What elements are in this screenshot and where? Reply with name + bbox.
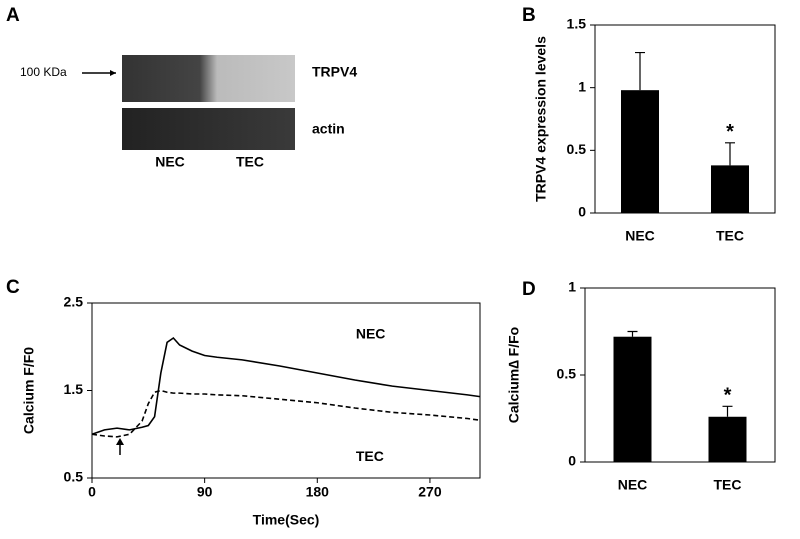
x-tick-label: 0 bbox=[88, 484, 96, 500]
y-tick-label: 0 bbox=[578, 204, 586, 220]
y-axis-label: Calcium∆ F/Fo bbox=[506, 327, 522, 423]
bar bbox=[613, 336, 652, 462]
y-tick-label: 1.5 bbox=[567, 16, 587, 32]
error-bar bbox=[635, 51, 645, 91]
band-label: TRPV4 bbox=[312, 64, 357, 80]
plot-frame bbox=[594, 24, 776, 214]
x-tick-label: NEC bbox=[618, 477, 648, 493]
y-tick-label: 2.5 bbox=[64, 294, 84, 310]
x-axis-label: Time(Sec) bbox=[253, 512, 320, 528]
y-tick-label: 1.5 bbox=[64, 381, 84, 397]
y-tick-label: 0.5 bbox=[567, 141, 587, 157]
y-axis-label: TRPV4 expression levels bbox=[533, 36, 549, 202]
error-bar bbox=[722, 405, 733, 417]
annotation: * bbox=[724, 385, 732, 407]
y-tick-label: 1 bbox=[578, 78, 586, 94]
y-tick-label: 0.5 bbox=[64, 469, 84, 485]
x-tick-label: 270 bbox=[418, 484, 442, 500]
stimulus-arrow bbox=[116, 438, 124, 445]
x-tick-label: 90 bbox=[197, 484, 213, 500]
blot-band bbox=[122, 108, 295, 150]
series-label: TEC bbox=[356, 448, 384, 464]
y-tick-label: 1 bbox=[568, 279, 576, 295]
marker-label: 100 KDa bbox=[20, 65, 67, 79]
y-axis-label: Calcium F/F0 bbox=[21, 347, 37, 434]
x-tick-label: 180 bbox=[306, 484, 330, 500]
panel-label: B bbox=[522, 5, 536, 26]
series-label: NEC bbox=[356, 325, 386, 341]
line-series bbox=[91, 389, 481, 438]
panel-label: C bbox=[6, 277, 20, 298]
error-bar bbox=[725, 142, 735, 166]
panel-label: A bbox=[6, 5, 20, 26]
error-bar bbox=[627, 330, 638, 337]
band-label: actin bbox=[312, 121, 345, 137]
blot-band bbox=[122, 55, 295, 102]
bar bbox=[711, 165, 749, 213]
y-tick-label: 0.5 bbox=[557, 366, 577, 382]
x-tick-label: NEC bbox=[625, 228, 655, 244]
lane-label: TEC bbox=[236, 154, 264, 170]
plot-frame bbox=[91, 302, 481, 479]
annotation: * bbox=[726, 121, 734, 143]
line-series bbox=[91, 336, 481, 436]
bar bbox=[621, 90, 659, 213]
y-tick-label: 0 bbox=[568, 453, 576, 469]
x-tick-label: TEC bbox=[714, 477, 742, 493]
bar bbox=[708, 416, 747, 462]
panel-label: D bbox=[522, 279, 536, 300]
x-tick-label: TEC bbox=[716, 228, 744, 244]
lane-label: NEC bbox=[155, 154, 185, 170]
marker-arrow bbox=[110, 70, 116, 76]
